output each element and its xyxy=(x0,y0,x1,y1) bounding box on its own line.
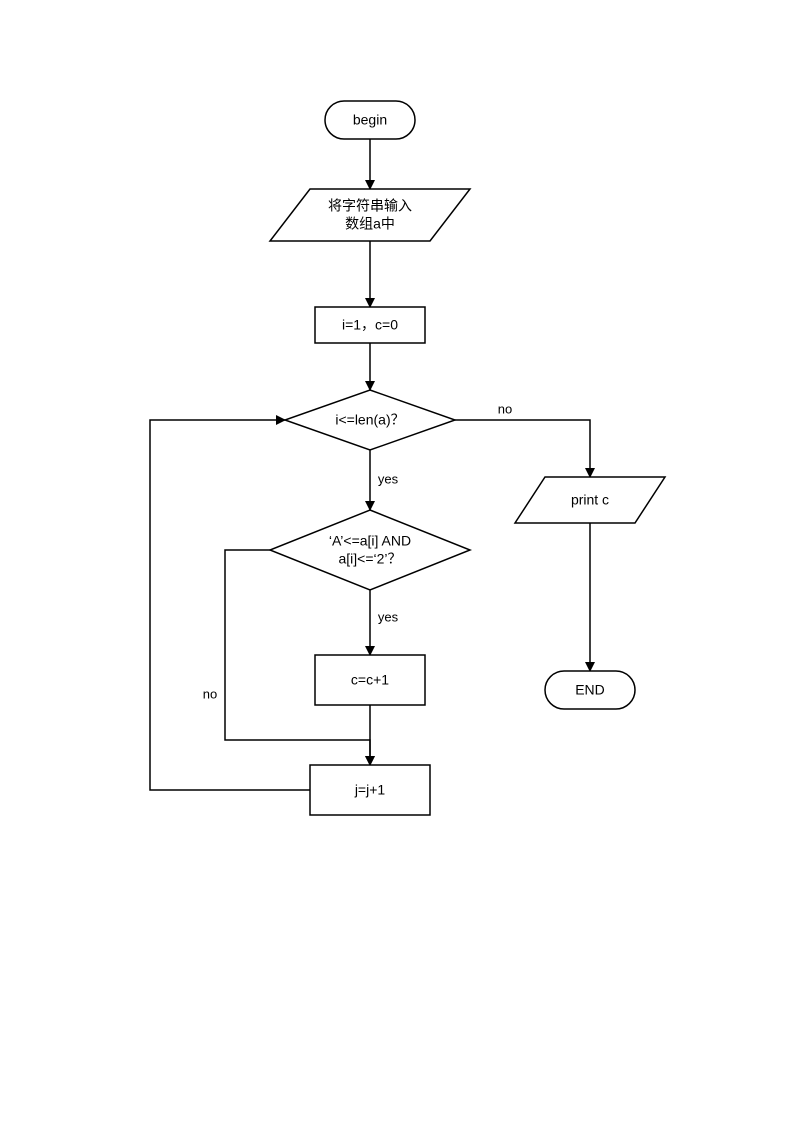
edge-inc_j-cond1 xyxy=(150,420,310,790)
node-cond1: i<=len(a)？ xyxy=(285,390,455,450)
svg-text:j=j+1: j=j+1 xyxy=(354,782,386,798)
svg-text:END: END xyxy=(575,682,605,698)
node-inc_c: c=c+1 xyxy=(315,655,425,705)
node-end: END xyxy=(545,671,635,709)
edge-cond1-print xyxy=(455,420,590,477)
edge-label-cond1-cond2: yes xyxy=(378,471,399,486)
svg-text:数组a中: 数组a中 xyxy=(345,216,395,232)
node-inc_j: j=j+1 xyxy=(310,765,430,815)
svg-text:c=c+1: c=c+1 xyxy=(351,672,389,688)
node-input: 将字符串输入数组a中 xyxy=(270,189,470,241)
node-init: i=1，c=0 xyxy=(315,307,425,343)
svg-text:将字符串输入: 将字符串输入 xyxy=(328,198,412,214)
node-begin: begin xyxy=(325,101,415,139)
edge-label-cond1-print: no xyxy=(498,401,512,416)
node-print: print c xyxy=(515,477,665,523)
svg-text:begin: begin xyxy=(353,112,387,128)
node-cond2: ‘A’<=a[i] AND a[i]<=‘2’？ xyxy=(270,510,470,590)
svg-text:i<=len(a)？: i<=len(a)？ xyxy=(335,412,404,428)
svg-text:‘A’<=a[i] AND: ‘A’<=a[i] AND xyxy=(329,533,411,549)
svg-text:i=1，c=0: i=1，c=0 xyxy=(342,317,398,333)
svg-text:a[i]<=‘2’？: a[i]<=‘2’？ xyxy=(338,551,401,567)
edge-label-cond2-inc_c: yes xyxy=(378,609,399,624)
svg-text:print c: print c xyxy=(571,492,609,508)
flowchart-diagram: begin 将字符串输入数组a中 i=1，c=0 i<=len(a)？ ‘A’<=a[i… xyxy=(0,0,800,1131)
edge-label-cond2-inc_j: no xyxy=(203,686,217,701)
